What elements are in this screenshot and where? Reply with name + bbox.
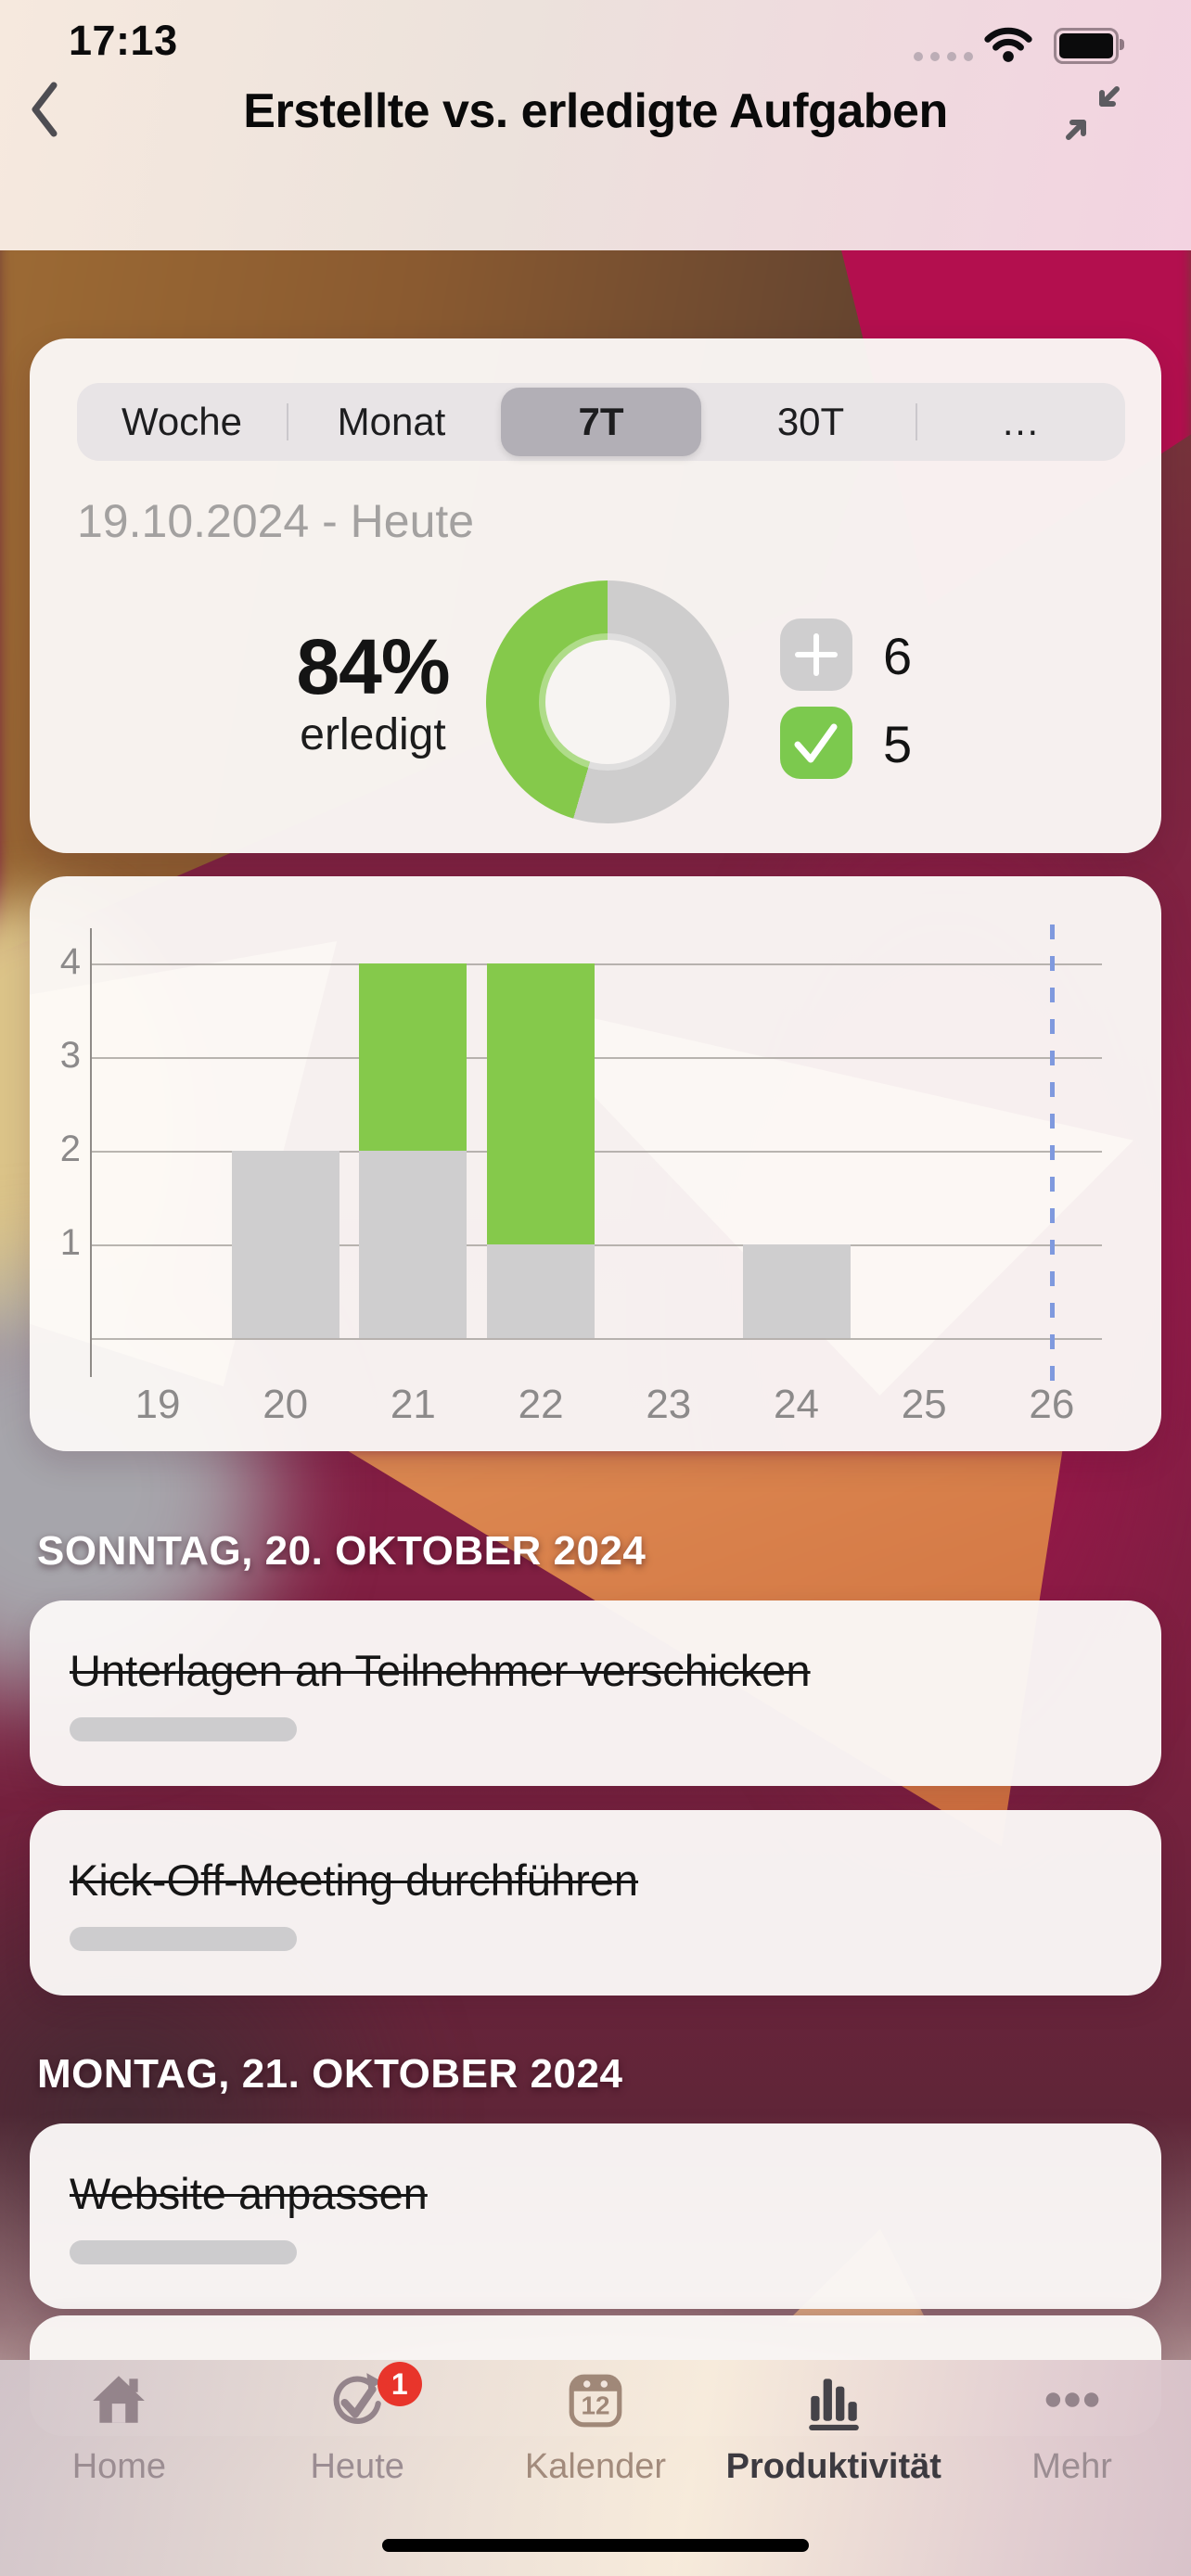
tab-produktivität[interactable]: Produktivität	[714, 2360, 953, 2527]
bar-erledigt-21	[359, 963, 467, 1151]
cellular-signal-icon	[914, 52, 973, 61]
task-card[interactable]: Kick-Off-Meeting durchführen	[30, 1810, 1161, 1996]
bar-erstellt-offen--20	[231, 1151, 339, 1338]
bar-erstellt-offen--21	[359, 1151, 467, 1338]
bar-erstellt-offen--24	[742, 1244, 851, 1338]
donut-hole	[545, 640, 670, 764]
tab-label: Produktivität	[725, 2447, 941, 2486]
back-button[interactable]	[26, 80, 63, 139]
today-check-icon: 1	[238, 2362, 477, 2434]
segment-divider	[916, 403, 917, 440]
tab-heute[interactable]: 1 Heute	[238, 2360, 477, 2527]
x-axis-label-25: 25	[901, 1382, 947, 1427]
page-title: Erstellte vs. erledigte Aufgaben	[243, 84, 948, 138]
gridline-y3	[90, 1057, 1102, 1059]
tab-label: Kalender	[524, 2447, 667, 2486]
daily-bar-chart-card: 1 2 3 4 19 20 21 22 23 24 25 26	[30, 876, 1161, 1451]
range-tab-30t[interactable]: 30T	[776, 400, 845, 443]
ellipsis-icon	[953, 2366, 1191, 2434]
range-tab-woche[interactable]: Woche	[122, 400, 242, 443]
calendar-icon: 12	[477, 2366, 715, 2434]
task-list: SONNTAG, 20. OKTOBER 2024 Unterlagen an T…	[30, 1491, 1161, 2309]
collapse-icon[interactable]	[1059, 80, 1126, 147]
x-axis-label-24: 24	[774, 1382, 819, 1427]
gridline-y4	[90, 963, 1102, 965]
svg-text:12: 12	[582, 2391, 610, 2419]
tab-kalender[interactable]: 12 Kalender	[477, 2360, 715, 2527]
x-axis-label-22: 22	[518, 1382, 564, 1427]
gridline-y1	[90, 1244, 1102, 1246]
gridline-y0	[90, 1338, 1102, 1340]
home-indicator[interactable]	[382, 2539, 809, 2552]
gridline-y2	[90, 1151, 1102, 1153]
y-axis-tick: 3	[59, 1035, 81, 1076]
section-header: SONNTAG, 20. OKTOBER 2024	[37, 1528, 647, 1574]
home-icon	[0, 2366, 238, 2434]
battery-icon	[1054, 28, 1124, 64]
range-tab-…[interactable]: …	[1001, 400, 1040, 443]
stat-value-erledigt: 5	[883, 715, 913, 773]
y-axis-line	[90, 928, 92, 1377]
completion-donut-chart	[486, 580, 729, 823]
range-tab-monat[interactable]: Monat	[337, 400, 446, 443]
completion-percent: 84%	[296, 623, 450, 710]
section-header: MONTAG, 21. OKTOBER 2024	[37, 2051, 623, 2097]
task-title: Kick-Off-Meeting durchführen	[70, 1855, 639, 1905]
status-and-nav-bar: 17:13 Erstellte vs. erledigte Aufgaben	[0, 0, 1191, 250]
x-axis-label-20: 20	[263, 1382, 309, 1427]
tab-mehr[interactable]: Mehr	[953, 2360, 1191, 2527]
task-tag-placeholder	[70, 1717, 297, 1741]
tab-label: Mehr	[1031, 2447, 1112, 2486]
range-tab-7t[interactable]: 7T	[496, 383, 706, 461]
y-axis-tick: 2	[59, 1129, 81, 1169]
stat-value-erstellt: 6	[883, 627, 913, 685]
date-range-label: 19.10.2024 - Heute	[77, 495, 475, 547]
bar-erledigt-22	[487, 963, 596, 1244]
plus-square-icon	[780, 618, 852, 691]
tab-bar: Home 1 Heute 12 Kalender Produktivität Meh…	[0, 2360, 1191, 2576]
segment-divider	[287, 403, 288, 440]
status-time: 17:13	[69, 17, 178, 64]
completion-summary-card: Woche Monat 7T 30T… 19.10.2024 - Heute 84% …	[30, 338, 1161, 853]
x-axis-label-26: 26	[1029, 1382, 1075, 1427]
bar-erstellt-offen--22	[487, 1244, 596, 1338]
x-axis-label-19: 19	[134, 1382, 181, 1427]
task-title: Website anpassen	[70, 2169, 428, 2218]
notification-badge: 1	[377, 2362, 422, 2406]
y-axis-tick: 1	[59, 1222, 81, 1263]
task-tag-placeholder	[70, 2240, 297, 2264]
y-axis-tick: 4	[59, 941, 81, 982]
bar-chart-icon	[714, 2366, 953, 2434]
check-square-icon	[780, 707, 852, 779]
time-range-segmented-control: Woche Monat 7T 30T …	[77, 383, 1125, 461]
task-title: Unterlagen an Teilnehmer verschicken	[70, 1646, 811, 1695]
tab-home[interactable]: Home	[0, 2360, 238, 2527]
x-axis-label-23: 23	[646, 1382, 692, 1427]
x-axis-label-21: 21	[390, 1382, 436, 1427]
completion-percent-label: erledigt	[300, 710, 446, 759]
task-card[interactable]: Website anpassen	[30, 2123, 1161, 2309]
tab-label: Home	[71, 2447, 167, 2486]
today-marker-line	[1049, 925, 1055, 1384]
wifi-icon	[984, 27, 1032, 62]
task-card[interactable]: Unterlagen an Teilnehmer verschicken	[30, 1600, 1161, 1786]
tab-label: Heute	[310, 2447, 404, 2486]
task-tag-placeholder	[70, 1927, 297, 1951]
